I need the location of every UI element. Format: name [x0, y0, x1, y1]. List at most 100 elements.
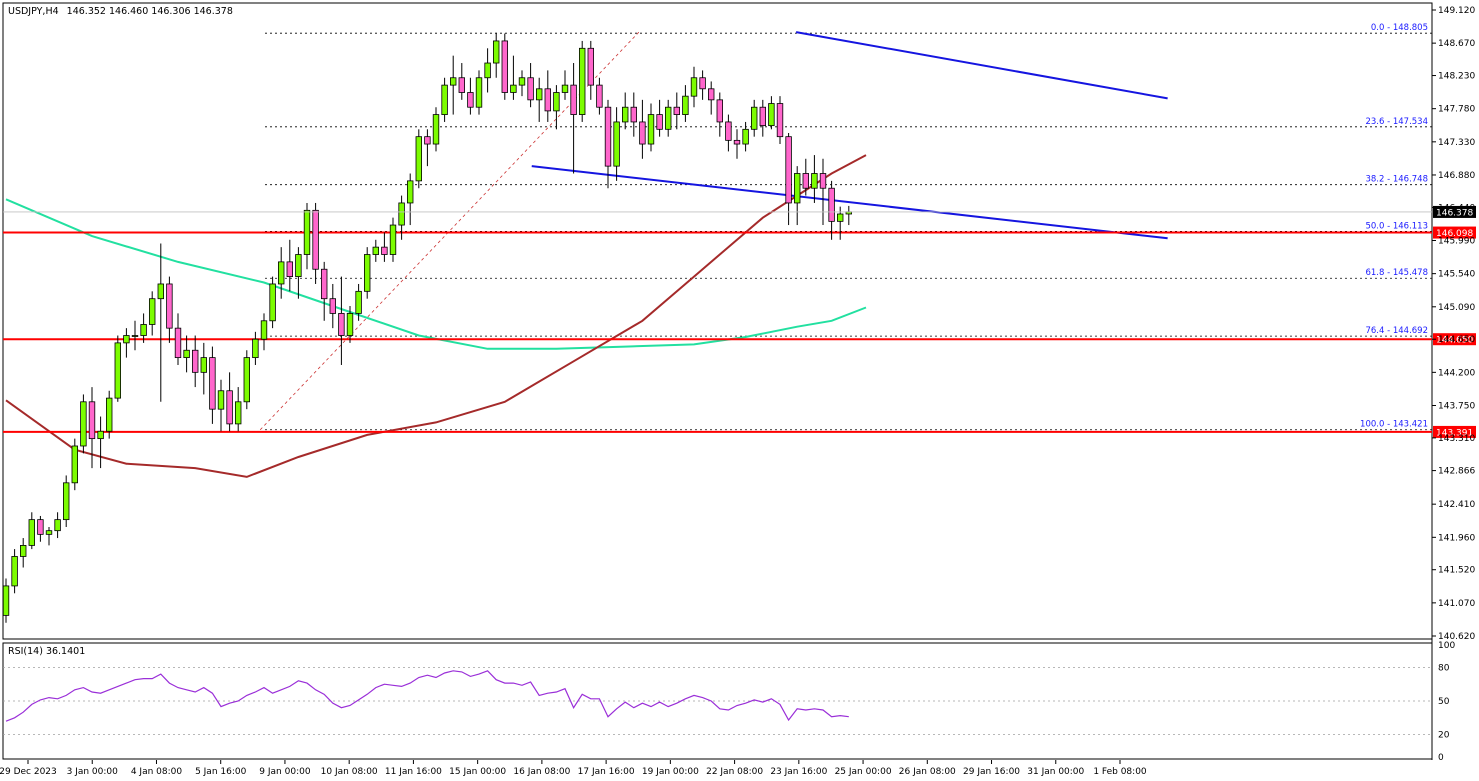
bullish-candle	[148, 298, 156, 325]
rsi-indicator: 100 80 50 20 0	[3, 641, 1455, 763]
bullish-candle	[579, 47, 586, 115]
ema-green-line	[5, 198, 867, 350]
bullish-candle	[28, 519, 35, 546]
price-tick-label: 142.866	[1438, 467, 1475, 477]
bullish-candle	[794, 173, 801, 204]
bullish-candle	[63, 482, 70, 521]
price-tick-label: 143.750	[1438, 401, 1475, 411]
bullish-candle	[114, 342, 121, 399]
time-tick-label: 4 Jan 08:00	[131, 767, 183, 777]
price-tick-label: 147.330	[1438, 138, 1475, 148]
time-tick-label: 26 Jan 08:00	[899, 767, 956, 777]
bearish-candle	[733, 139, 741, 145]
bullish-candle	[647, 114, 655, 145]
bearish-candle	[286, 261, 293, 278]
time-axis: 29 Dec 2023 3 Jan 00:00 4 Jan 08:00 5 Jan 1…	[0, 760, 1147, 777]
rsi-tick-label: 0	[1438, 753, 1444, 763]
price-tick-label: 142.410	[1438, 500, 1475, 510]
rsi-tick-label: 100	[1438, 641, 1455, 651]
bullish-candle	[553, 92, 560, 112]
bearish-candle	[639, 121, 646, 145]
time-tick-label: 5 Jan 16:00	[195, 767, 247, 777]
price-tick-label: 145.990	[1438, 237, 1475, 247]
fib-level-label: 50.0 - 146.113	[1365, 221, 1428, 231]
bearish-candle	[458, 77, 465, 93]
fib-level-label: 76.4 - 144.692	[1365, 326, 1428, 336]
current-price-tag	[1433, 205, 1476, 218]
level-price-tag	[1433, 333, 1476, 346]
time-tick-label: 23 Jan 16:00	[770, 767, 827, 777]
bullish-candle	[80, 401, 87, 447]
rsi-tick-label: 50	[1438, 697, 1450, 707]
bearish-candle	[174, 327, 182, 359]
level-price-label: 143.391	[1436, 428, 1473, 438]
bullish-candle	[622, 106, 629, 123]
bullish-candle	[561, 84, 569, 93]
level-price-tag	[1433, 226, 1476, 239]
time-tick-label: 17 Jan 16:00	[578, 767, 635, 777]
bearish-candle	[725, 121, 732, 141]
bearish-candle	[570, 84, 577, 115]
level-price-tag	[1433, 425, 1476, 438]
bearish-candle	[699, 77, 706, 90]
channel-lower-line	[531, 165, 1168, 240]
price-axis: 149.120 148.670 148.230 147.780 147.330 146.8…	[3, 6, 1476, 642]
bullish-candle	[200, 357, 207, 373]
bullish-candle	[449, 77, 457, 86]
bullish-candle	[2, 585, 10, 616]
level-price-label: 144.650	[1436, 336, 1473, 346]
bullish-candle	[398, 202, 405, 226]
ohlc-values: 146.352 146.460 146.306 146.378	[67, 6, 233, 17]
bullish-candle	[243, 357, 250, 403]
bullish-candle	[406, 180, 414, 204]
bullish-candle	[131, 335, 139, 337]
bullish-candle	[157, 283, 164, 300]
bullish-candle	[106, 397, 113, 432]
price-tick-label: 144.200	[1438, 368, 1475, 378]
bullish-candle	[45, 530, 53, 535]
time-tick-label: 11 Jan 16:00	[385, 767, 442, 777]
bearish-candle	[828, 187, 835, 222]
bullish-candle	[19, 545, 27, 557]
bearish-candle	[630, 106, 637, 123]
fib-level-label: 0.0 - 148.805	[1371, 23, 1428, 33]
ema-red-line	[5, 154, 867, 478]
bullish-candle	[389, 224, 397, 255]
fibonacci-levels: 0.0 - 148.805 23.6 - 147.534 38.2 - 146.74…	[265, 23, 1432, 431]
time-tick-label: 16 Jan 08:00	[513, 767, 570, 777]
bearish-candle	[226, 390, 233, 425]
bullish-candle	[234, 401, 242, 425]
bullish-candle	[690, 77, 698, 97]
bearish-candle	[527, 77, 534, 101]
fib-level-label: 100.0 - 143.421	[1360, 420, 1428, 430]
price-tick-label: 143.310	[1438, 434, 1475, 444]
bearish-candle	[320, 268, 328, 300]
bearish-candle	[312, 209, 319, 270]
time-tick-label: 29 Dec 2023	[0, 767, 57, 777]
bullish-candle	[97, 430, 104, 440]
bearish-candle	[716, 99, 723, 123]
rsi-line	[5, 670, 849, 722]
time-tick-label: 9 Jan 00:00	[259, 767, 311, 777]
bullish-candle	[260, 320, 268, 340]
bullish-candle	[355, 290, 362, 314]
time-tick-label: 22 Jan 08:00	[706, 767, 763, 777]
bearish-candle	[467, 92, 474, 108]
bearish-candle	[785, 136, 792, 204]
fib-level-label: 38.2 - 146.748	[1365, 175, 1428, 185]
bearish-candle	[501, 40, 508, 93]
bearish-candle	[596, 84, 603, 108]
bullish-candle	[372, 246, 379, 255]
bullish-candle	[252, 338, 259, 359]
bearish-candle	[776, 103, 784, 138]
rsi-tick-label: 80	[1438, 663, 1450, 673]
bearish-candle	[544, 88, 551, 112]
bullish-candle	[510, 84, 517, 93]
price-tick-label: 141.070	[1438, 599, 1475, 609]
bullish-candle	[665, 106, 672, 130]
time-tick-label: 25 Jan 00:00	[835, 767, 892, 777]
time-tick-label: 29 Jan 16:00	[963, 767, 1020, 777]
current-price-label: 146.378	[1436, 208, 1473, 218]
bullish-candle	[303, 209, 311, 255]
